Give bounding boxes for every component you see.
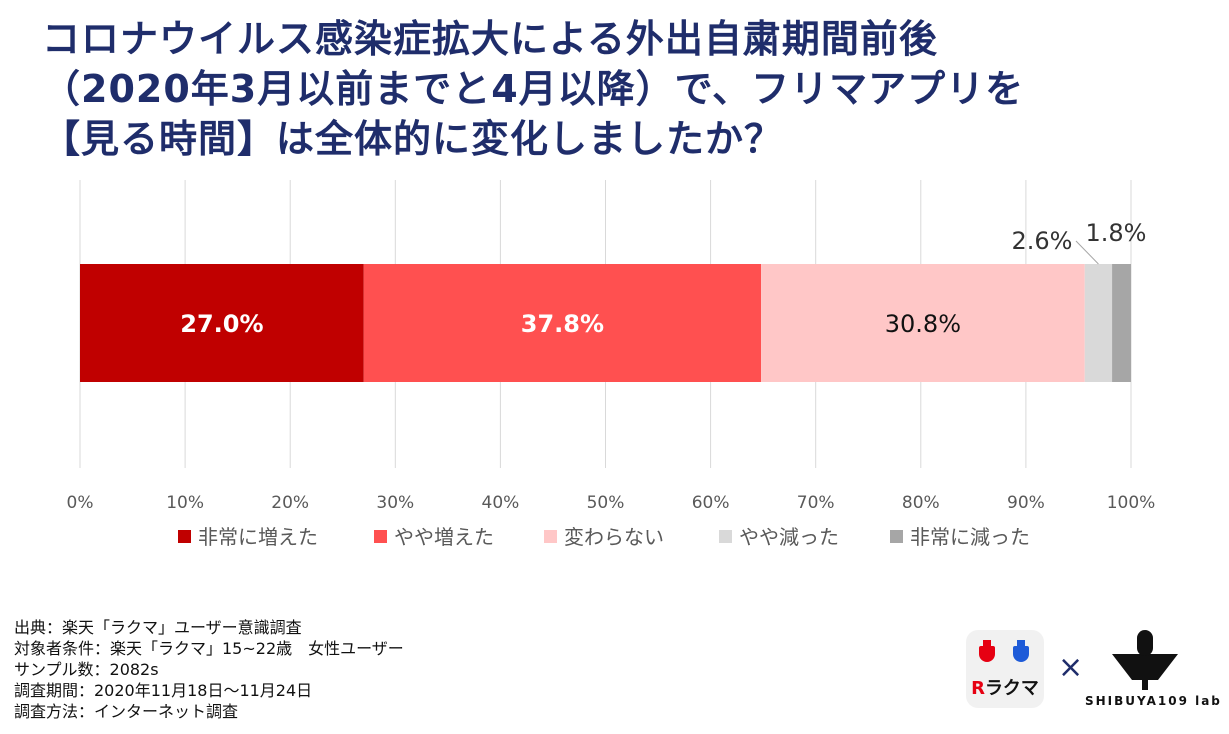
- source-line-3: サンプル数：2082s: [14, 660, 159, 679]
- cross-mark: ×: [1058, 650, 1084, 685]
- legend-label: 非常に増えた: [198, 525, 318, 549]
- x-tick-label: 80%: [902, 493, 940, 513]
- stacked-bar-chart: 0% 10% 20% 30% 40% 50% 60% 70% 80% 90% 100% 27.0% 37…: [67, 180, 1156, 549]
- x-tick-label: 40%: [482, 493, 520, 513]
- bar-segment: [363, 264, 762, 382]
- legend-swatch: [719, 530, 732, 543]
- data-label: 37.8%: [521, 310, 604, 338]
- blue-cup-icon: [1013, 640, 1029, 662]
- x-tick-label: 50%: [587, 493, 625, 513]
- x-tick-label: 0%: [67, 493, 94, 513]
- red-cup-icon: [979, 640, 995, 662]
- rakuma-logo-text: Rラクマ: [971, 678, 1039, 699]
- leader-line: [1075, 240, 1099, 265]
- source-line-5: 調査方法：インターネット調査: [14, 702, 239, 721]
- lab-logo-text: SHIBUYA109 lab: [1085, 694, 1222, 708]
- title-line-3: 【見る時間】は全体的に変化しましたか？: [42, 117, 784, 161]
- legend-label: やや減った: [739, 525, 839, 549]
- legend-swatch: [374, 530, 387, 543]
- bar-segment: [80, 264, 364, 382]
- source-notes: 出典：楽天「ラクマ」ユーザー意識調査 対象者条件：楽天「ラクマ」15~22歳 女…: [14, 617, 404, 722]
- rakuma-logo: Rラクマ: [966, 630, 1044, 708]
- legend-label: 変わらない: [564, 525, 664, 549]
- x-tick-label: 100%: [1107, 493, 1156, 513]
- x-tick-label: 70%: [797, 493, 835, 513]
- lab-mark-icon: [1112, 654, 1178, 690]
- source-line-4: 調査期間：2020年11月18日～11月24日: [14, 681, 313, 700]
- x-tick-label: 60%: [692, 493, 730, 513]
- bar-segment: [1084, 264, 1113, 382]
- chart-title: コロナウイルス感染症拡大による外出自粛期間前後 （2020年3月以前までと4月以…: [42, 14, 1212, 164]
- shibuya109-lab-logo: [1112, 630, 1178, 690]
- title-line-1: コロナウイルス感染症拡大による外出自粛期間前後: [42, 17, 938, 61]
- data-label: 2.6%: [1012, 227, 1073, 255]
- legend-swatch: [544, 530, 557, 543]
- source-line-1: 出典：楽天「ラクマ」ユーザー意識調査: [14, 618, 302, 637]
- data-label: 1.8%: [1086, 219, 1147, 247]
- legend-label: 非常に減った: [910, 525, 1030, 549]
- x-tick-label: 10%: [166, 493, 204, 513]
- legend-label: やや増えた: [394, 525, 494, 549]
- legend-swatch: [890, 530, 903, 543]
- source-line-2: 対象者条件：楽天「ラクマ」15~22歳 女性ユーザー: [14, 639, 404, 658]
- bar-segment: [761, 264, 1085, 382]
- title-line-2: （2020年3月以前までと4月以降）で、フリマアプリを: [42, 67, 1025, 111]
- data-label: 27.0%: [180, 310, 263, 338]
- data-label: 30.8%: [885, 310, 961, 338]
- x-tick-label: 90%: [1007, 493, 1045, 513]
- bar-segment: [1112, 264, 1131, 382]
- x-tick-label: 20%: [271, 493, 309, 513]
- x-tick-label: 30%: [376, 493, 414, 513]
- legend-swatch: [178, 530, 191, 543]
